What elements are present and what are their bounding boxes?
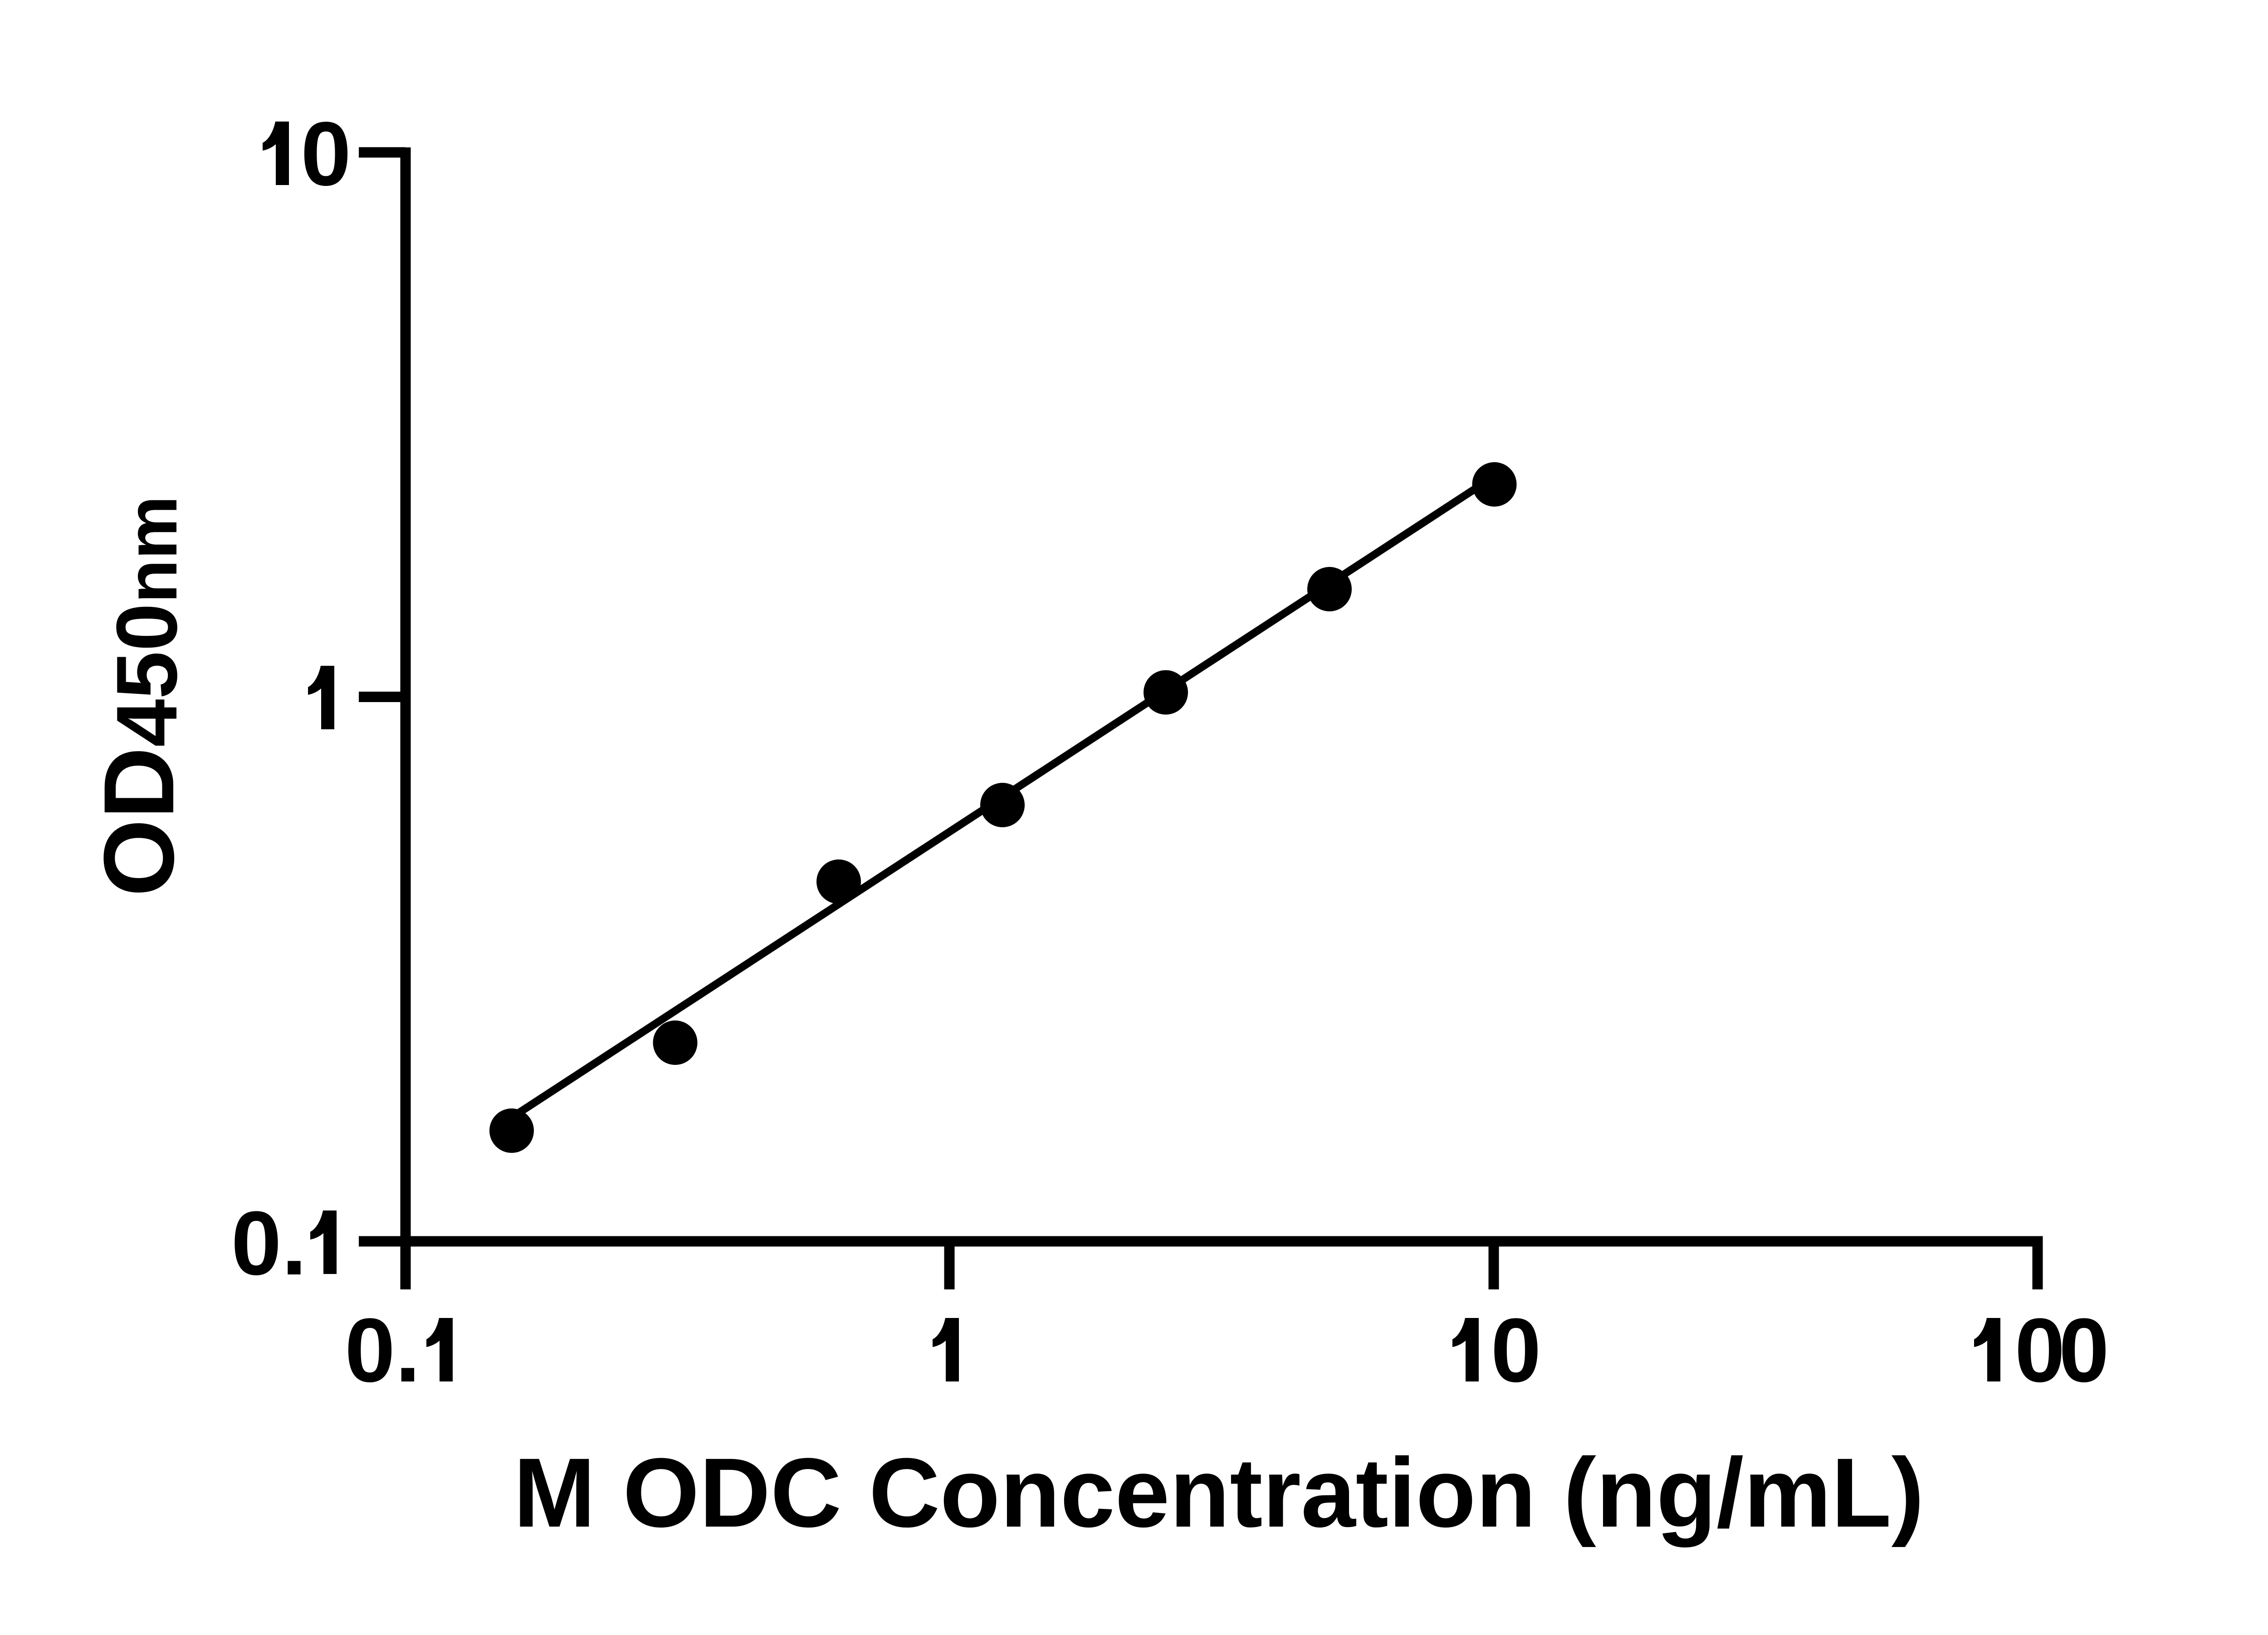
svg-text:0: 0 [1491, 1300, 1541, 1401]
svg-text:00: 00 [2015, 1300, 2106, 1401]
svg-text:0: 0 [301, 103, 351, 205]
svg-text:0.: 0. [231, 1193, 307, 1294]
svg-text:OD450nm: OD450nm [83, 496, 195, 897]
svg-text:M ODC Concentration (ng/mL): M ODC Concentration (ng/mL) [513, 1438, 1924, 1547]
svg-text:0.: 0. [345, 1300, 420, 1401]
